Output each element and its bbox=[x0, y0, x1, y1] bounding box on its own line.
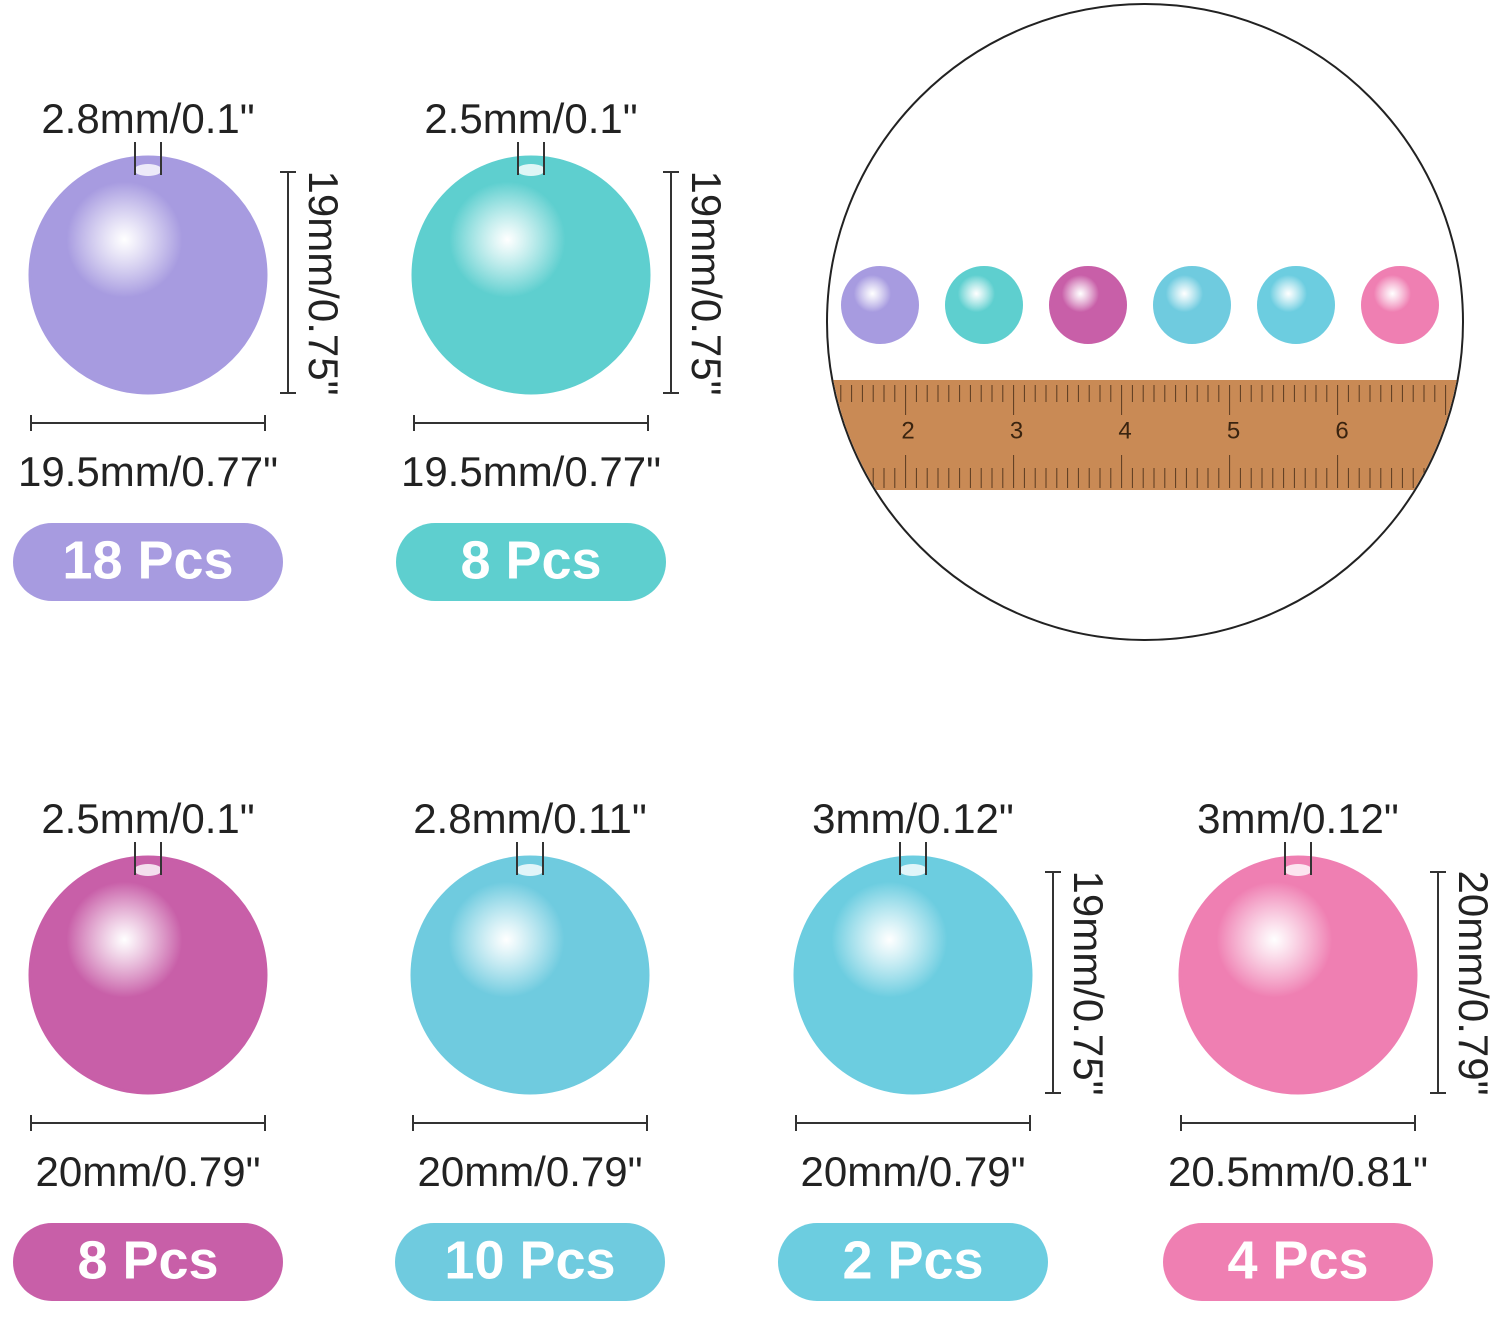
bead bbox=[793, 855, 1033, 1095]
bead-hole bbox=[899, 864, 927, 876]
height-size: 19mm/0.75" bbox=[300, 170, 347, 395]
height-size: 19mm/0.75" bbox=[683, 170, 730, 395]
width-size: 20.5mm/0.81" bbox=[1168, 1148, 1428, 1195]
ruler-number: 4 bbox=[1118, 417, 1131, 444]
mini-bead bbox=[1361, 266, 1439, 344]
count: 10 Pcs bbox=[444, 1230, 615, 1290]
hole-size: 2.5mm/0.1" bbox=[41, 795, 254, 842]
hole-size: 2.8mm/0.11" bbox=[413, 795, 647, 842]
ruler-number: 6 bbox=[1335, 417, 1348, 444]
mini-bead bbox=[1049, 266, 1127, 344]
bead bbox=[28, 855, 268, 1095]
mini-bead bbox=[841, 266, 919, 344]
bead-hole bbox=[1284, 864, 1312, 876]
count: 8 Pcs bbox=[460, 530, 601, 590]
ruler bbox=[828, 380, 1462, 490]
bead-hole bbox=[517, 164, 545, 176]
bead bbox=[411, 155, 651, 395]
width-size: 20mm/0.79" bbox=[35, 1148, 260, 1195]
width-size: 20mm/0.79" bbox=[417, 1148, 642, 1195]
count-pill bbox=[396, 523, 666, 601]
count-pill bbox=[778, 1223, 1048, 1301]
height-size: 19mm/0.75" bbox=[1065, 870, 1112, 1095]
count: 2 Pcs bbox=[842, 1230, 983, 1290]
count-pill bbox=[395, 1223, 665, 1301]
hole-size: 2.8mm/0.1" bbox=[41, 95, 254, 142]
bead-hole bbox=[516, 864, 544, 876]
bead bbox=[1178, 855, 1418, 1095]
hole-size: 2.5mm/0.1" bbox=[424, 95, 637, 142]
mini-bead bbox=[1257, 266, 1335, 344]
width-size: 19.5mm/0.77" bbox=[18, 448, 278, 495]
bead-hole bbox=[134, 864, 162, 876]
count: 4 Pcs bbox=[1227, 1230, 1368, 1290]
count-pill bbox=[13, 523, 283, 601]
count-pill bbox=[13, 1223, 283, 1301]
mini-bead bbox=[1153, 266, 1231, 344]
hole-size: 3mm/0.12" bbox=[1197, 795, 1399, 842]
count: 18 Pcs bbox=[62, 530, 233, 590]
height-size: 20mm/0.79" bbox=[1450, 870, 1497, 1095]
width-size: 19.5mm/0.77" bbox=[401, 448, 661, 495]
count-pill bbox=[1163, 1223, 1433, 1301]
ruler-number: 2 bbox=[901, 417, 914, 444]
count: 8 Pcs bbox=[77, 1230, 218, 1290]
ruler-number: 3 bbox=[1010, 417, 1023, 444]
width-size: 20mm/0.79" bbox=[800, 1148, 1025, 1195]
hole-size: 3mm/0.12" bbox=[812, 795, 1014, 842]
bead bbox=[28, 155, 268, 395]
ruler-number: 5 bbox=[1227, 417, 1240, 444]
bead bbox=[410, 855, 650, 1095]
mini-bead bbox=[945, 266, 1023, 344]
bead-hole bbox=[134, 164, 162, 176]
